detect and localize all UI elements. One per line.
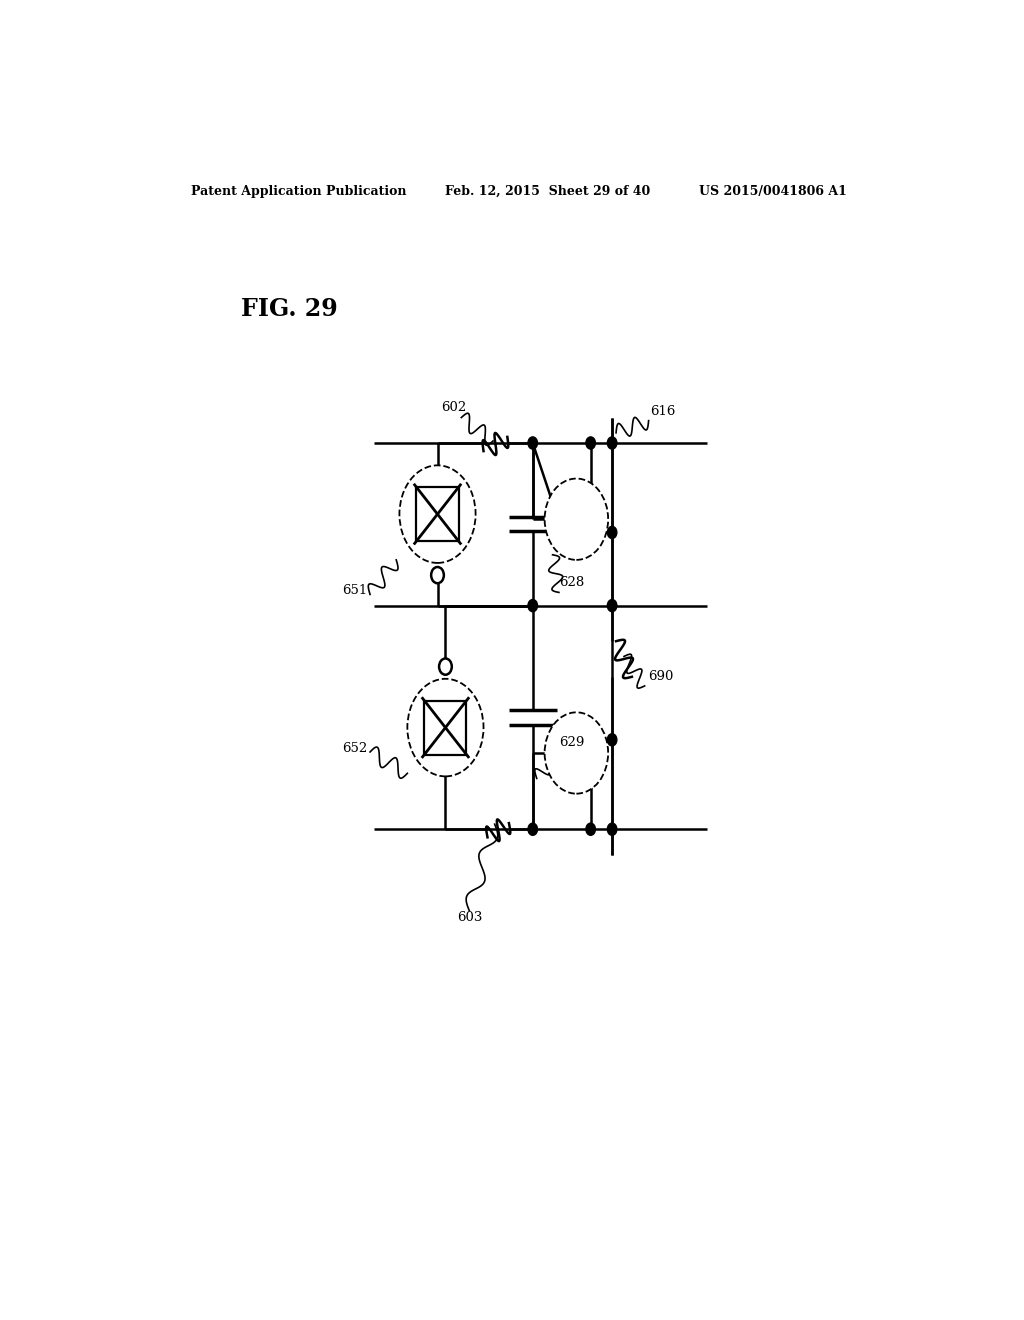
Circle shape bbox=[607, 437, 616, 449]
Bar bbox=[424, 701, 467, 755]
Text: Patent Application Publication: Patent Application Publication bbox=[191, 185, 407, 198]
Text: 651: 651 bbox=[342, 585, 368, 598]
Text: 629: 629 bbox=[559, 735, 585, 748]
Text: 652: 652 bbox=[342, 742, 368, 755]
Circle shape bbox=[399, 466, 475, 562]
Circle shape bbox=[408, 678, 483, 776]
Circle shape bbox=[528, 437, 538, 449]
Circle shape bbox=[607, 599, 616, 611]
Text: US 2015/0041806 A1: US 2015/0041806 A1 bbox=[699, 185, 847, 198]
Text: 628: 628 bbox=[559, 577, 584, 589]
Circle shape bbox=[607, 527, 616, 539]
Text: 690: 690 bbox=[648, 669, 673, 682]
Circle shape bbox=[528, 599, 538, 611]
Text: Feb. 12, 2015  Sheet 29 of 40: Feb. 12, 2015 Sheet 29 of 40 bbox=[445, 185, 650, 198]
Circle shape bbox=[586, 437, 595, 449]
Circle shape bbox=[545, 479, 608, 560]
Circle shape bbox=[431, 568, 443, 583]
Text: 602: 602 bbox=[441, 401, 467, 414]
Circle shape bbox=[439, 659, 452, 675]
Circle shape bbox=[607, 824, 616, 836]
Circle shape bbox=[586, 824, 595, 836]
Text: 616: 616 bbox=[650, 404, 676, 417]
Text: 603: 603 bbox=[458, 911, 482, 924]
Circle shape bbox=[607, 734, 616, 746]
Bar bbox=[417, 487, 459, 541]
Text: FIG. 29: FIG. 29 bbox=[241, 297, 338, 321]
Circle shape bbox=[545, 713, 608, 793]
Circle shape bbox=[528, 824, 538, 836]
